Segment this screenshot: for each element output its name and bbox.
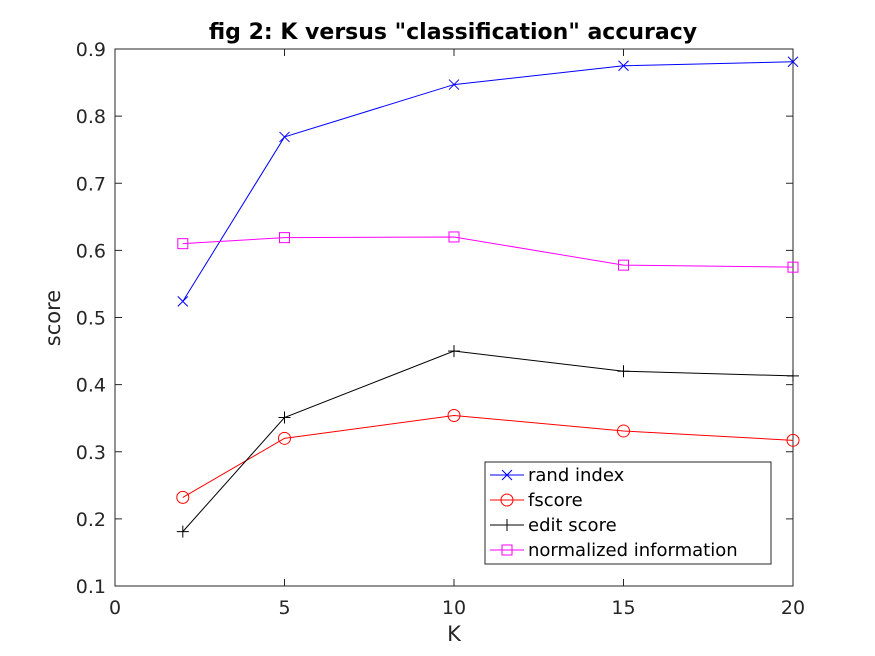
series-rand-index: [177, 56, 799, 307]
y-tick-label: 0.7: [76, 173, 106, 195]
data-point: [618, 259, 629, 271]
legend-item: edit score: [490, 515, 617, 536]
marker-stroke: [177, 296, 189, 307]
data-point: [448, 231, 460, 243]
y-tick-label: 0.9: [76, 39, 106, 61]
series-normalized-information: [177, 231, 799, 273]
data-point: [448, 79, 460, 90]
legend-label: edit score: [528, 515, 617, 536]
legend-item: normalized information: [490, 540, 738, 561]
data-point: [448, 345, 460, 358]
legend-items: rand index fscore edit score normalized inf…: [490, 465, 738, 561]
data-point: [177, 238, 189, 250]
legend-marker: [501, 544, 513, 556]
x-tick-label: 20: [781, 597, 805, 619]
data-point: [787, 56, 799, 68]
data-point: [787, 369, 799, 382]
x-axis: 0 5 10 15 20: [109, 49, 805, 619]
y-tick-label: 0.1: [76, 576, 106, 598]
y-tick-label: 0.2: [76, 509, 106, 531]
y-tick-label: 0.5: [76, 308, 106, 330]
x-tick-label: 15: [611, 597, 635, 619]
data-point: [617, 424, 630, 438]
data-point: [176, 525, 189, 538]
y-tick-label: 0.6: [76, 240, 106, 262]
x-axis-label: K: [447, 622, 462, 646]
data-point: [786, 433, 800, 447]
data-point: [279, 131, 290, 143]
marker-stroke: [787, 56, 799, 68]
data-point: [177, 296, 189, 307]
data-point: [278, 431, 291, 445]
data-point: [176, 490, 190, 504]
marker-stroke: [448, 79, 460, 90]
x-tick-label: 0: [109, 597, 121, 619]
x-tick-label: 5: [278, 597, 290, 619]
legend-item: rand index: [490, 465, 625, 486]
data-point: [618, 60, 629, 72]
marker-stroke: [618, 60, 629, 72]
series-fscore: [176, 409, 800, 504]
legend-item: fscore: [490, 490, 583, 511]
marker-stroke: [501, 469, 513, 481]
data-point: [617, 365, 630, 378]
y-axis-label: score: [41, 290, 65, 346]
legend: rand index fscore edit score normalized inf…: [484, 461, 772, 565]
y-axis: 0.1 0.2 0.3 0.4 0.5 0.6 0.7 0.8 0.9: [76, 39, 793, 598]
y-tick-label: 0.3: [76, 442, 106, 464]
chart-title: fig 2: K versus "classification" accurac…: [209, 20, 697, 45]
legend-marker: [501, 469, 513, 481]
y-tick-label: 0.8: [76, 106, 106, 128]
legend-marker: [501, 519, 513, 531]
series-line: [182, 236, 794, 268]
series-edit-score: [176, 345, 799, 538]
series-layer: [176, 56, 800, 538]
data-point: [447, 409, 461, 423]
data-point: [787, 261, 799, 273]
legend-marker: [500, 493, 514, 507]
legend-label: rand index: [528, 465, 625, 486]
y-tick-label: 0.4: [76, 375, 106, 397]
marker-stroke: [279, 131, 290, 143]
x-tick-label: 10: [442, 597, 466, 619]
data-point: [279, 232, 290, 244]
legend-label: normalized information: [528, 540, 738, 561]
legend-box: [484, 461, 772, 565]
legend-label: fscore: [528, 490, 583, 511]
series-line: [182, 414, 794, 498]
data-point: [278, 411, 291, 424]
